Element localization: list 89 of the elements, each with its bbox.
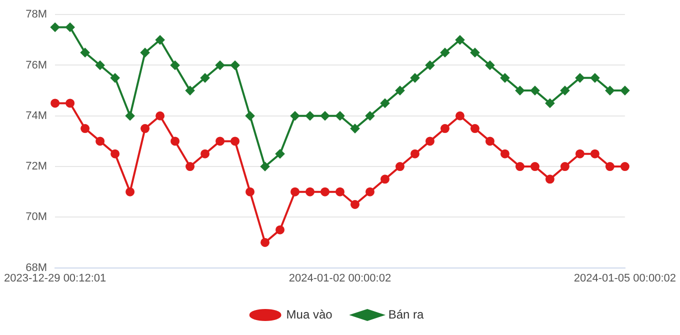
point	[530, 162, 540, 172]
point	[620, 162, 630, 172]
point	[500, 73, 510, 82]
point	[605, 162, 614, 172]
point	[66, 22, 75, 32]
y-tick-label: 72M	[26, 160, 48, 173]
point	[156, 111, 165, 120]
point	[425, 136, 434, 146]
point	[216, 136, 225, 146]
point	[200, 149, 210, 158]
point	[455, 35, 464, 44]
point	[230, 136, 240, 146]
y-tick-label: 70M	[26, 211, 48, 224]
point	[575, 149, 584, 158]
point	[80, 48, 90, 58]
point	[500, 149, 510, 158]
point	[455, 111, 464, 120]
point	[50, 22, 60, 32]
point	[246, 111, 255, 120]
y-tick-label: 74M	[26, 110, 48, 122]
point	[320, 187, 330, 196]
point	[276, 149, 285, 158]
x-tick-label: 2024-01-02 00:00:02	[288, 272, 392, 284]
point	[336, 187, 344, 196]
point	[96, 60, 105, 70]
point	[306, 111, 315, 120]
point	[290, 111, 300, 120]
point	[365, 187, 374, 196]
point	[485, 60, 494, 70]
legend-label: Bán ra	[388, 307, 424, 322]
point	[126, 111, 135, 120]
point	[395, 86, 404, 96]
y-tick-label: 68M	[26, 262, 48, 274]
point	[170, 60, 180, 70]
point	[620, 86, 630, 96]
point	[260, 238, 270, 247]
point	[485, 136, 494, 146]
x-tick-label: 2023-12-29 00:12:01	[4, 272, 106, 284]
point	[156, 35, 165, 44]
point	[470, 48, 480, 58]
point	[350, 124, 360, 134]
point	[50, 98, 60, 108]
point	[575, 73, 584, 82]
point	[590, 149, 600, 158]
point	[515, 162, 524, 172]
point	[470, 124, 480, 134]
point	[410, 73, 420, 82]
legend-label: Mua vào	[286, 307, 333, 322]
point	[126, 187, 135, 196]
point	[186, 162, 195, 172]
point	[425, 60, 434, 70]
y-tick-label: 78M	[26, 8, 48, 21]
point	[545, 98, 554, 108]
point	[320, 111, 330, 120]
point	[200, 73, 210, 82]
point	[605, 86, 614, 96]
point	[216, 60, 225, 70]
x-tick-label: 2024-01-05 00:00:02	[574, 272, 676, 284]
point	[380, 98, 390, 108]
point	[590, 73, 600, 82]
point	[560, 86, 570, 96]
point	[230, 60, 240, 70]
point	[560, 162, 570, 172]
point	[380, 174, 390, 184]
point	[515, 86, 524, 96]
point	[246, 187, 255, 196]
point	[96, 136, 105, 146]
point	[140, 124, 150, 134]
y-tick-label: 76M	[26, 59, 48, 72]
point	[440, 124, 450, 134]
point	[186, 86, 195, 96]
point	[306, 187, 315, 196]
point	[440, 48, 450, 58]
point	[110, 73, 120, 82]
point	[110, 149, 120, 158]
point	[336, 111, 344, 120]
point	[365, 111, 374, 120]
point	[66, 98, 75, 108]
point	[350, 200, 360, 209]
point	[170, 136, 180, 146]
point	[140, 48, 150, 58]
point	[80, 124, 90, 134]
point	[530, 86, 540, 96]
point	[290, 187, 300, 196]
point	[410, 149, 420, 158]
point	[545, 174, 554, 184]
point	[260, 162, 270, 172]
point	[276, 225, 285, 234]
point	[395, 162, 404, 172]
